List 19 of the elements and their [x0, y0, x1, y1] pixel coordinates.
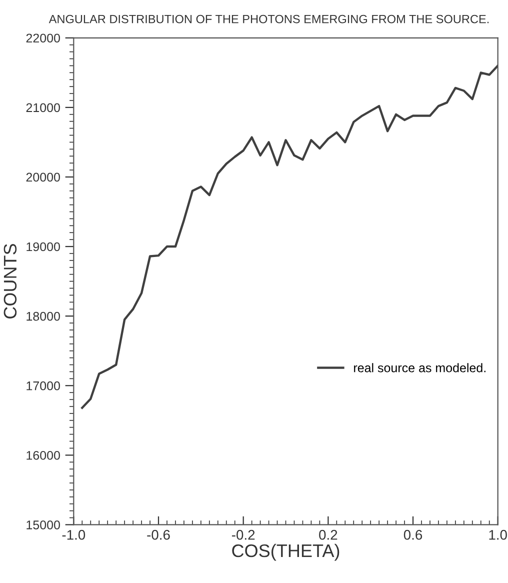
y-tick-label: 16000: [26, 450, 60, 460]
y-tick-label: 15000: [26, 520, 60, 530]
x-tick-label: 0.2: [319, 530, 338, 540]
x-axis-title: COS(THETA): [232, 544, 340, 561]
y-tick-label: 19000: [26, 242, 60, 252]
y-tick-label: 21000: [26, 103, 60, 112]
y-axis-title: COUNTS: [4, 244, 17, 318]
x-tick-label: -0.6: [147, 530, 170, 540]
y-tick-label: 17000: [26, 381, 60, 390]
y-tick-label: 20000: [26, 172, 60, 182]
x-tick-label: 0.6: [404, 530, 422, 540]
chart-title: ANGULAR DISTRIBUTION OF THE PHOTONS EMERGING FROM THE SOURCE.: [48, 14, 489, 24]
line-series: [81, 64, 498, 409]
x-tick-label: 1.0: [489, 530, 507, 540]
x-tick-label: -1.0: [62, 530, 86, 540]
y-tick-label: 22000: [26, 34, 60, 43]
y-tick-label: 18000: [26, 312, 60, 321]
legend-label: real source as modeled.: [354, 363, 486, 372]
x-tick-label: -0.2: [232, 530, 255, 540]
